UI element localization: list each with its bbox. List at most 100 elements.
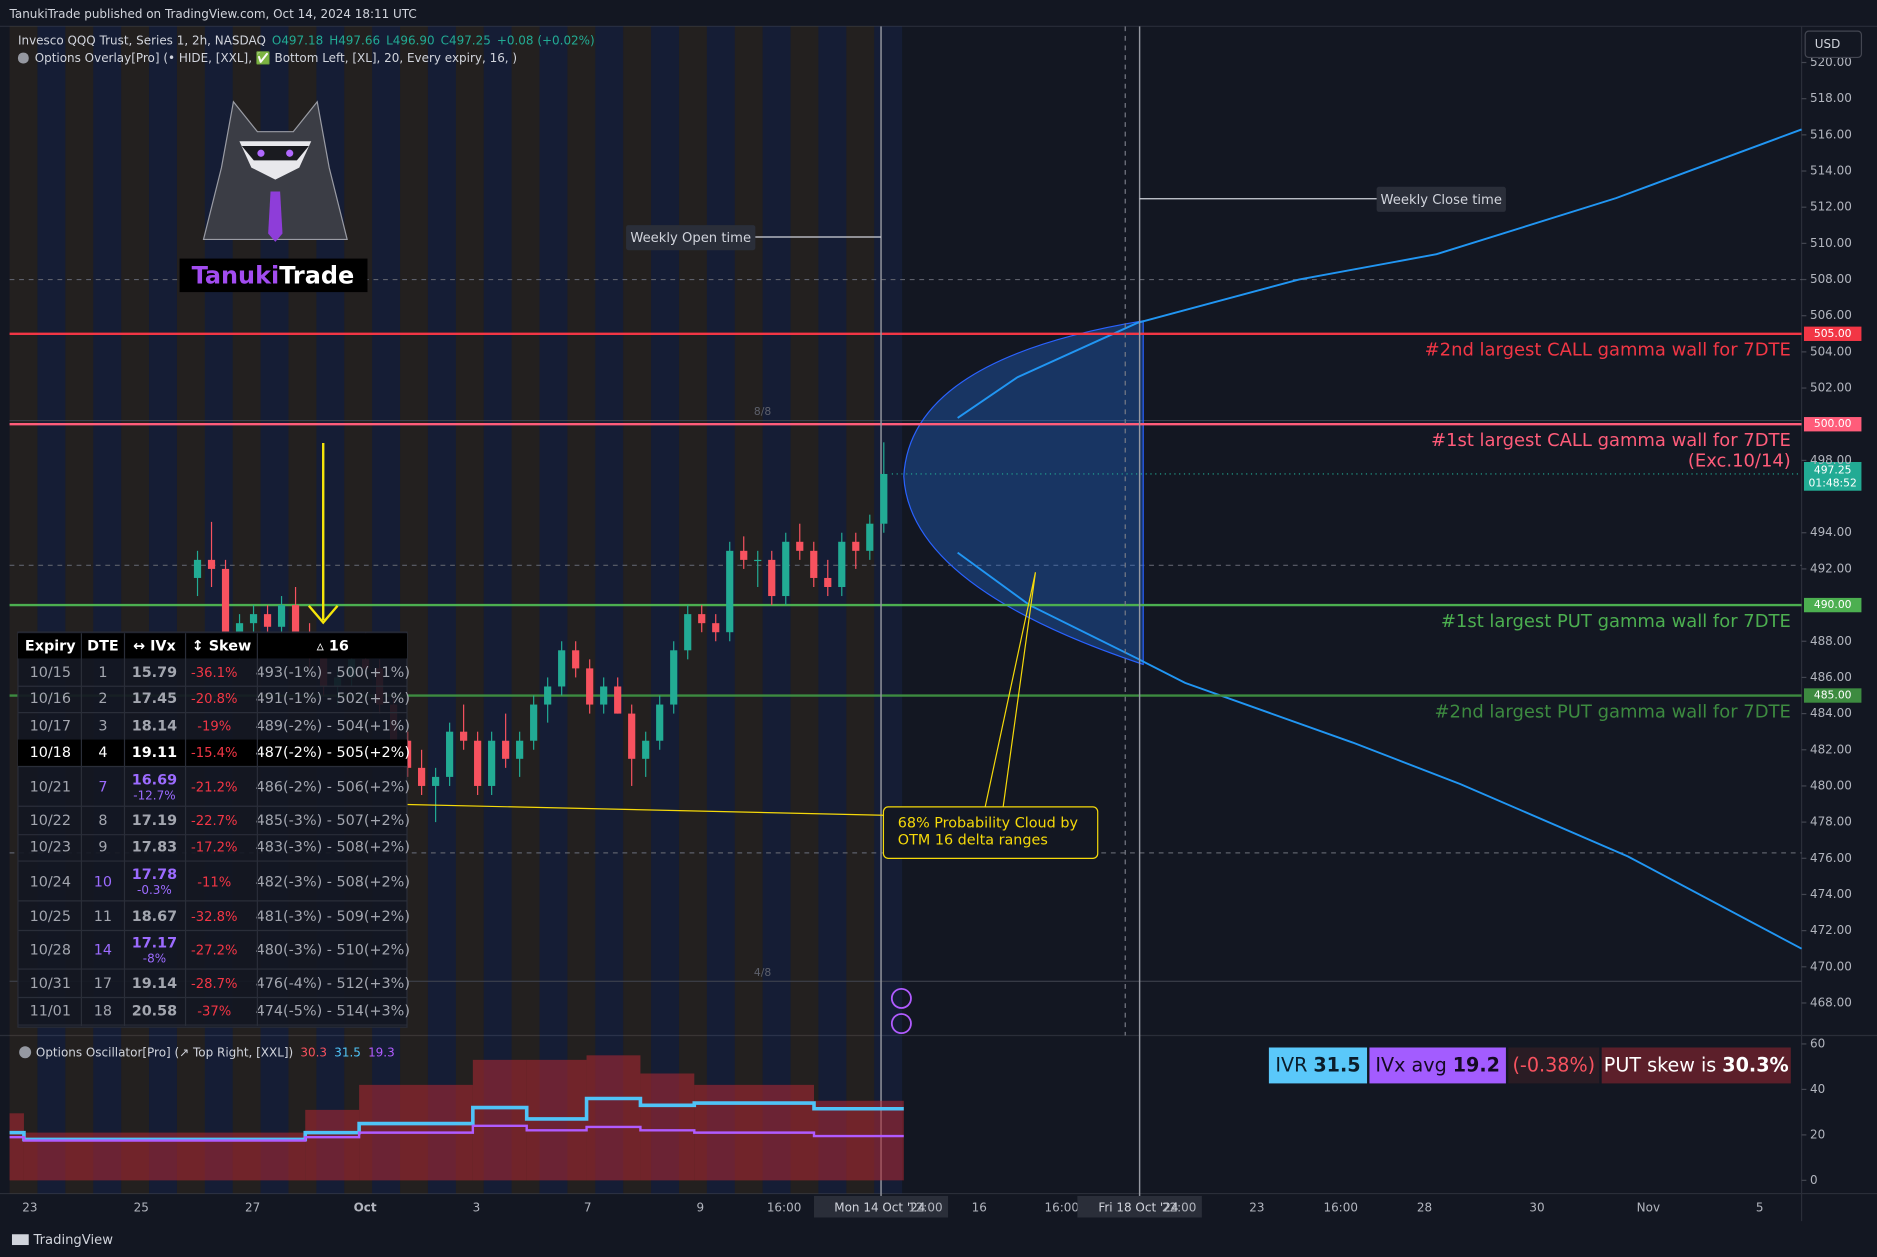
stat-value: 30.3% — [1722, 1053, 1788, 1076]
candle-body — [446, 731, 454, 777]
candle-body — [432, 776, 440, 786]
x-tick-label: Fri 18 Oct '24 — [1098, 1200, 1178, 1214]
footer-logo: TradingView — [33, 1233, 114, 1248]
table-range: 489(-2%) - 504(+1%) — [256, 719, 410, 735]
candle-body — [838, 541, 846, 587]
stat-value: 19.2 — [1453, 1053, 1500, 1076]
session-stripe — [818, 26, 847, 1194]
y-tick-label: 484.00 — [1810, 706, 1852, 720]
table-range: 486(-2%) - 506(+2%) — [256, 780, 410, 796]
candle-body — [474, 740, 482, 786]
x-tick-label: 28 — [1417, 1200, 1432, 1214]
table-ivx: 17.83 — [132, 840, 177, 856]
y-tick-label: 470.00 — [1810, 959, 1852, 973]
logo-eye — [286, 149, 294, 157]
table-ivx: 18.67 — [132, 909, 177, 925]
candle-body — [880, 473, 888, 524]
stat-label: PUT skew is — [1604, 1053, 1717, 1076]
candle-body — [768, 559, 776, 597]
table-skew: -11% — [197, 875, 231, 890]
table-range: 474(-5%) - 514(+3%) — [256, 1004, 410, 1020]
session-stripe — [623, 26, 652, 1194]
stat-box — [1601, 1047, 1791, 1084]
callout-line-text: 68% Probability Cloud by — [898, 816, 1079, 832]
table-expiry: 10/17 — [30, 719, 71, 735]
table-dte: 8 — [98, 813, 107, 829]
table-row-highlight — [17, 739, 408, 767]
table-header: DTE — [87, 638, 119, 654]
y-tick-label: 476.00 — [1810, 851, 1852, 865]
y-tick-label: 492.00 — [1810, 561, 1852, 575]
alert-icon — [890, 1013, 912, 1035]
candle-body — [824, 577, 832, 587]
table-expiry: 10/25 — [30, 909, 71, 925]
table-ivx-change: -0.3% — [137, 883, 172, 897]
session-stripe — [846, 26, 875, 1194]
y-tick-label: 504.00 — [1810, 344, 1852, 358]
stat-box — [1508, 1047, 1600, 1084]
y-tick-label: 518.00 — [1810, 91, 1852, 105]
table-skew: -27.2% — [191, 944, 238, 959]
table-ivx-change: -8% — [143, 951, 166, 965]
candle-body — [712, 623, 720, 633]
avg-line — [9, 1124, 904, 1142]
candle-body — [263, 614, 272, 627]
table-range: 485(-3%) - 507(+2%) — [256, 813, 410, 829]
axis-price-label: 490.00 — [1814, 598, 1852, 611]
ohlc-l: L496.90 — [386, 33, 435, 47]
callout-line — [406, 803, 884, 816]
osc-legend-value: 31.5 — [334, 1045, 361, 1059]
candle-body — [558, 650, 566, 687]
axis-label-bg — [1803, 417, 1862, 432]
symbol-line: Invesco QQQ Trust, Series 1, 2h, NASDAQ O… — [18, 33, 595, 47]
y-tick-label: 494.00 — [1810, 525, 1852, 539]
osc-tick-label: 40 — [1810, 1082, 1825, 1096]
candle-body — [193, 559, 202, 578]
stat-box — [1369, 1047, 1506, 1084]
table-expiry: 11/01 — [30, 1004, 71, 1020]
gamma-wall-label: #2nd largest PUT gamma wall for 7DTE — [1435, 701, 1791, 722]
session-stripe — [651, 26, 679, 1194]
session-stripe — [790, 26, 819, 1194]
x-tick-label: 5 — [1756, 1200, 1764, 1214]
session-stripe — [678, 26, 707, 1194]
table-expiry: 10/31 — [30, 976, 71, 992]
y-tick-label: 502.00 — [1810, 381, 1852, 395]
stat-label: IVR — [1275, 1053, 1307, 1076]
gamma-wall-label: #1st largest PUT gamma wall for 7DTE — [1441, 611, 1791, 632]
cloud-lower-line — [957, 551, 1803, 950]
table-skew: -17.2% — [191, 841, 238, 856]
candle-body — [670, 650, 678, 705]
session-stripe — [595, 26, 624, 1194]
table-header-bg — [17, 633, 408, 659]
candle-body — [628, 713, 636, 759]
table-ivx: 16.69 — [132, 773, 177, 789]
candle-body — [502, 740, 510, 759]
table-range: 493(-1%) - 500(+1%) — [256, 665, 410, 681]
y-tick-label: 480.00 — [1810, 778, 1852, 792]
y-tick-label: 498.00 — [1810, 453, 1852, 467]
table-dte: 3 — [98, 719, 107, 735]
x-tick-label: 23 — [1249, 1200, 1264, 1214]
x-tick-label: 27 — [245, 1200, 260, 1214]
session-stripe — [874, 26, 903, 1194]
table-dte: 11 — [94, 909, 112, 925]
candle-body — [600, 686, 608, 705]
logo-second: Trade — [279, 262, 354, 290]
table-range: 481(-3%) - 509(+2%) — [256, 909, 410, 925]
probability-cloud — [903, 320, 1144, 666]
table-ivx: 17.78 — [132, 867, 177, 883]
ivr-area — [9, 1113, 24, 1181]
current-price-bg — [1803, 461, 1862, 491]
ivr-area — [814, 1100, 904, 1181]
table-skew: -15.4% — [191, 746, 238, 761]
symbol: Invesco QQQ Trust, Series 1, 2h, NASDAQ — [18, 33, 266, 47]
callout-box — [882, 806, 1099, 859]
table-dte: 17 — [94, 976, 112, 992]
table-expiry: 10/18 — [30, 745, 71, 761]
candle-body — [656, 704, 664, 741]
candle-body — [249, 614, 258, 624]
osc-tick-label: 20 — [1810, 1127, 1825, 1141]
table-expiry: 10/15 — [30, 665, 71, 681]
